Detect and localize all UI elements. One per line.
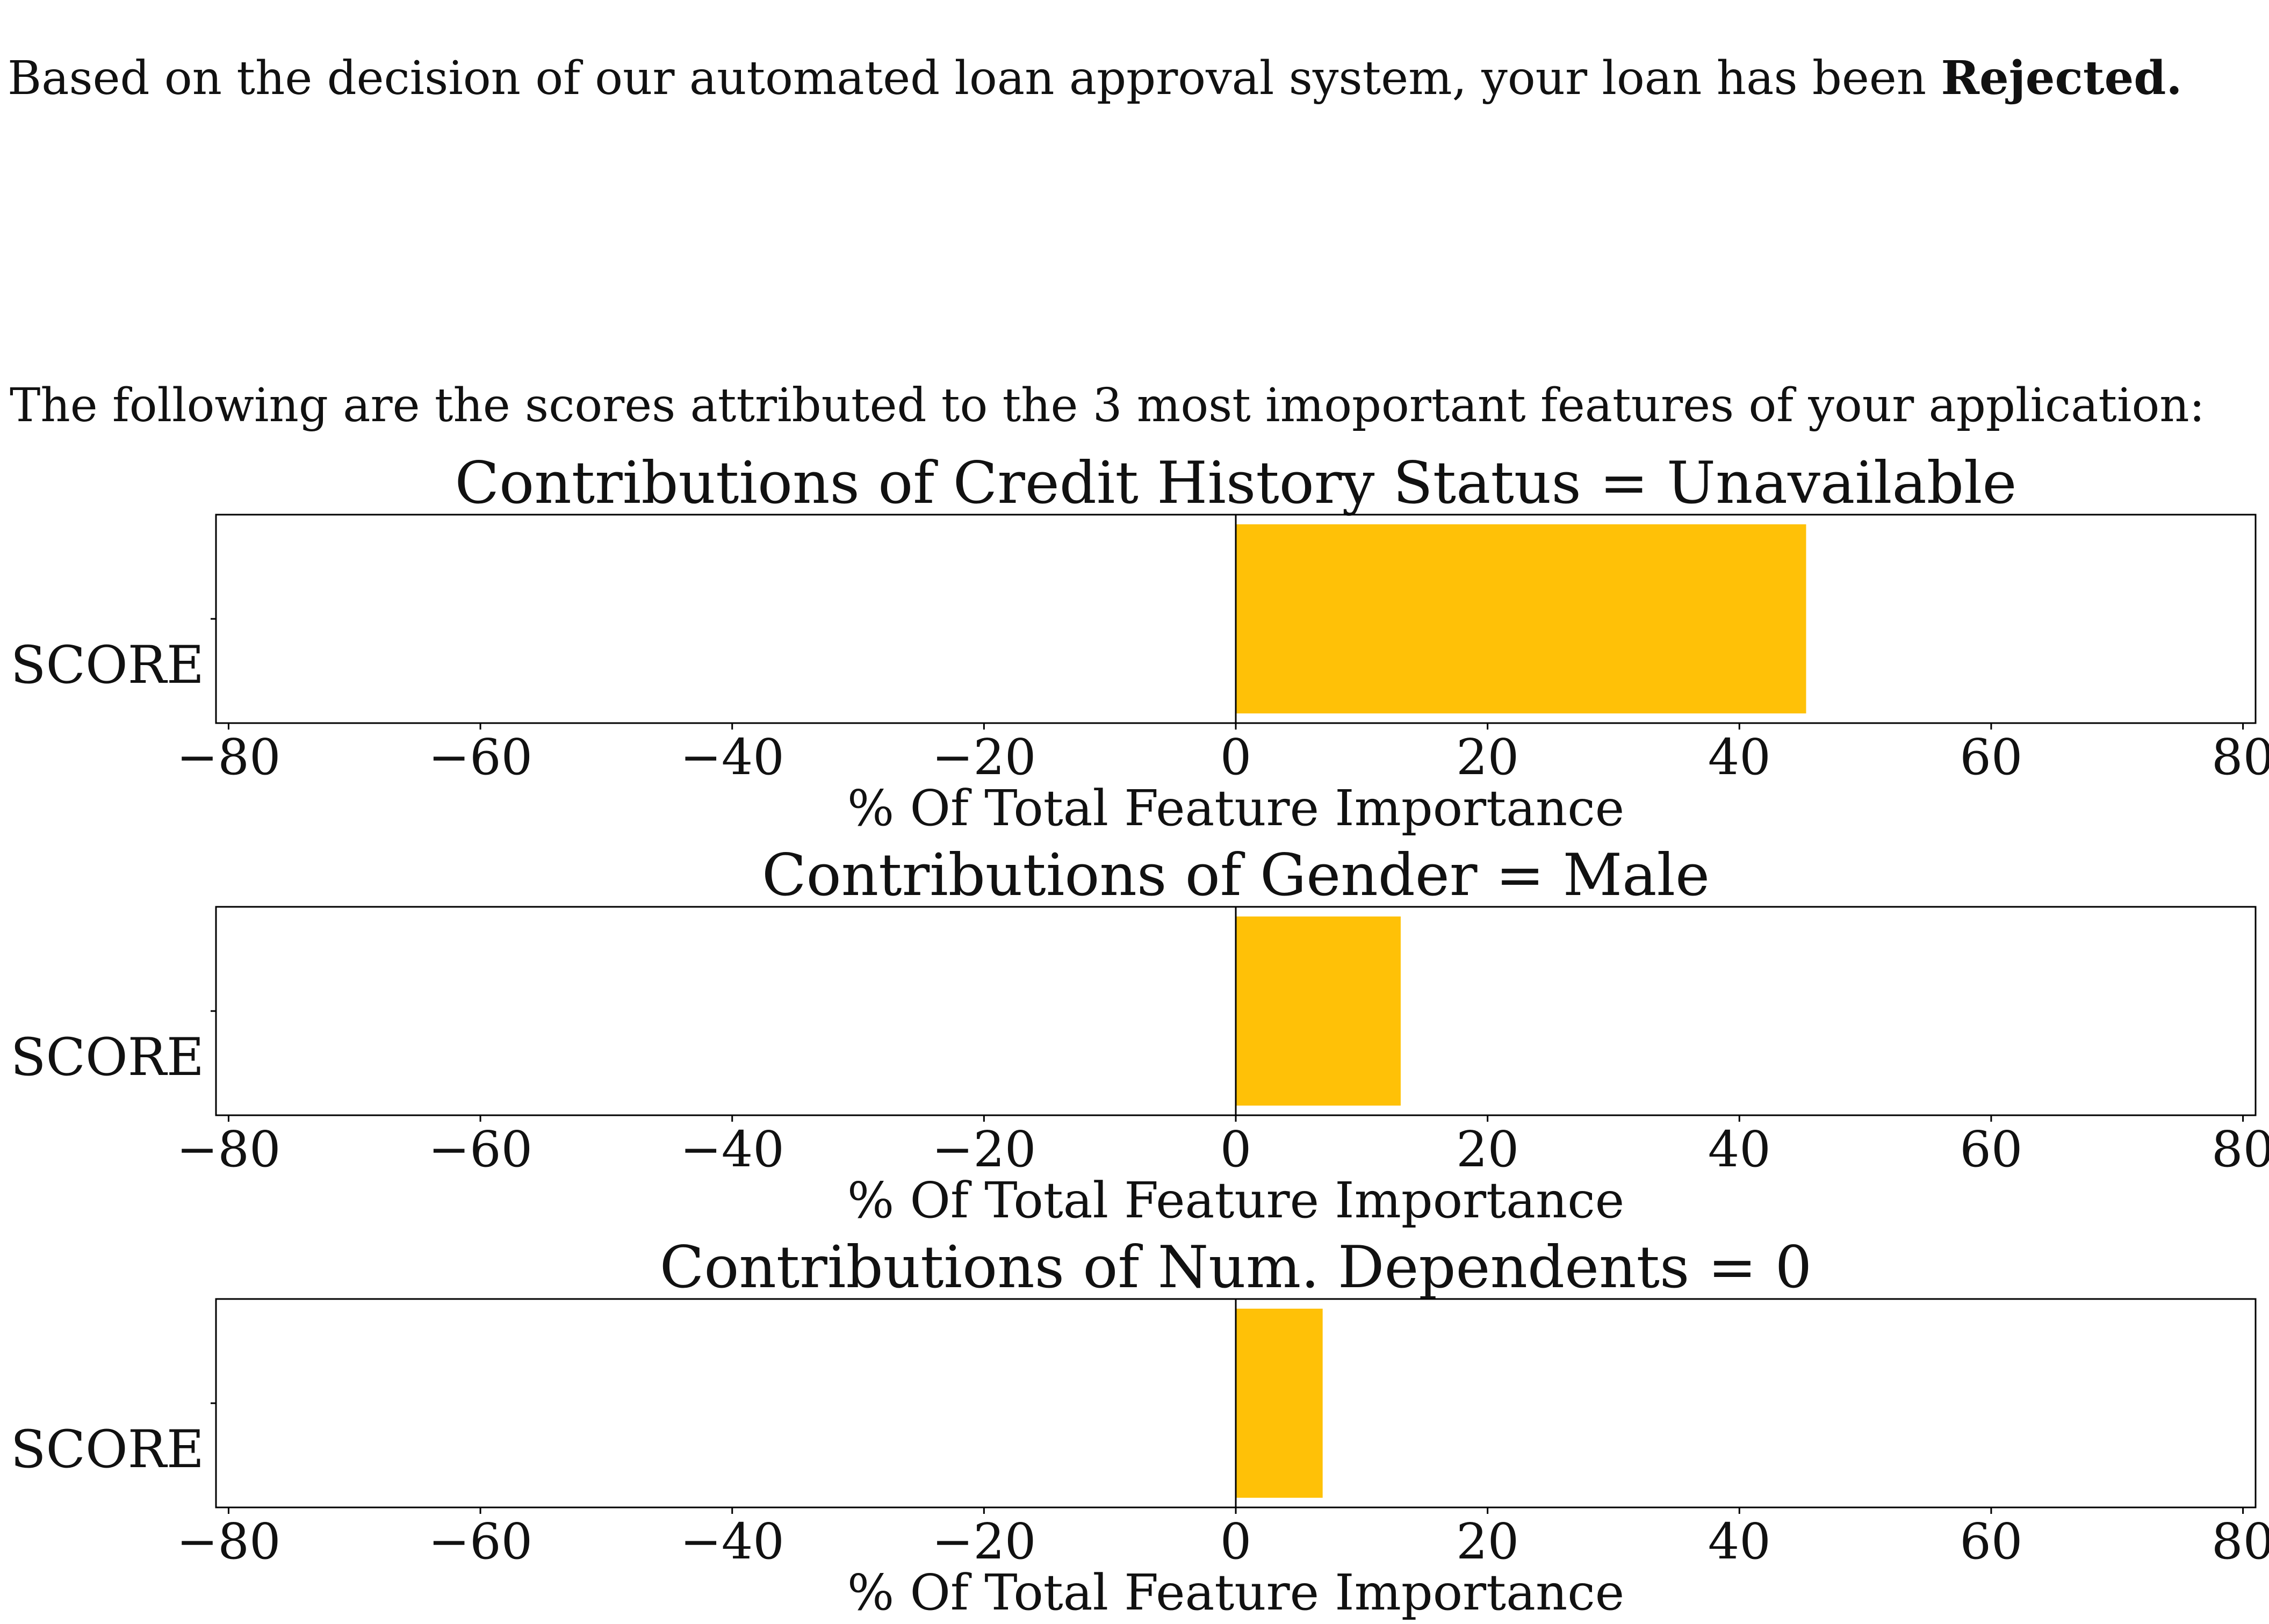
chart-1-xtick-label: −60	[428, 728, 532, 786]
chart-1-title: Contributions of Credit History Status =…	[455, 450, 2017, 517]
chart-1-xtick-label: −20	[932, 728, 1036, 786]
chart-3-ytick-label: SCORE	[11, 1419, 204, 1479]
intro-text: The following are the scores attributed …	[10, 379, 2205, 432]
chart-1-xtick-label: −40	[680, 728, 784, 786]
chart-3-xtick-label: 80	[2212, 1513, 2269, 1570]
chart-2-xtick-label: 0	[1220, 1121, 1252, 1178]
chart-1-xtick-label: 20	[1456, 728, 1519, 786]
chart-2-xtick-label: −60	[428, 1121, 532, 1178]
chart-1-xtick-label: 40	[1708, 728, 1771, 786]
chart-3-xlabel: % Of Total Feature Importance	[847, 1564, 1624, 1621]
chart-3-xtick-label: −20	[932, 1513, 1036, 1570]
chart-3-xtick-label: −40	[680, 1513, 784, 1570]
decision-prefix: Based on the decision of our automated l…	[8, 52, 1941, 105]
chart-2-xtick-label: 60	[1960, 1121, 2022, 1178]
chart-1-xtick-label: 60	[1960, 728, 2022, 786]
chart-2-xtick-label: 80	[2212, 1121, 2269, 1178]
chart-1-xtick-label: 0	[1220, 728, 1252, 786]
chart-3-xtick-label: 60	[1960, 1513, 2022, 1570]
chart-2-ytick-label: SCORE	[11, 1027, 204, 1087]
chart-3-xtick-label: −60	[428, 1513, 532, 1570]
chart-2-xtick-label: −20	[932, 1121, 1036, 1178]
chart-2-xtick-label: −80	[176, 1121, 280, 1178]
decision-message: Based on the decision of our automated l…	[8, 51, 2182, 105]
chart-1-ytick-label: SCORE	[11, 635, 204, 695]
chart-3-title: Contributions of Num. Dependents = 0	[660, 1234, 1812, 1301]
chart-1-xtick-label: 80	[2212, 728, 2269, 786]
chart-3-xtick-label: 40	[1708, 1513, 1771, 1570]
chart-1-bar-score	[1236, 524, 1806, 713]
chart-3-xtick-label: 20	[1456, 1513, 1519, 1570]
chart-1-xtick-label: −80	[176, 728, 280, 786]
chart-3-xtick-label: 0	[1220, 1513, 1252, 1570]
chart-3-bar-score	[1236, 1309, 1323, 1498]
chart-2-bar-score	[1236, 916, 1401, 1106]
chart-1-xlabel: % Of Total Feature Importance	[847, 779, 1624, 837]
chart-2-xtick-label: 20	[1456, 1121, 1519, 1178]
chart-2-title: Contributions of Gender = Male	[762, 842, 1710, 909]
chart-2-xtick-label: −40	[680, 1121, 784, 1178]
chart-2-xtick-label: 40	[1708, 1121, 1771, 1178]
chart-3-xtick-label: −80	[176, 1513, 280, 1570]
decision-outcome: Rejected.	[1941, 51, 2182, 105]
chart-2-xlabel: % Of Total Feature Importance	[847, 1172, 1624, 1229]
